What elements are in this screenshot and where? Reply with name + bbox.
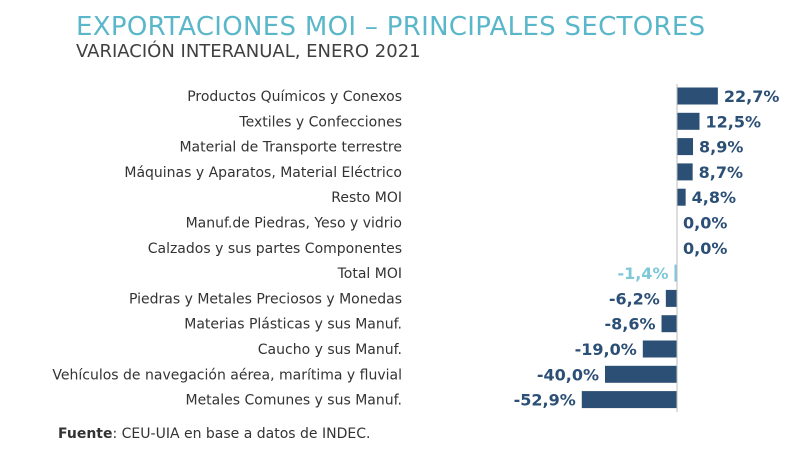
- chart-subtitle: VARIACIÓN INTERANUAL, ENERO 2021: [76, 41, 421, 62]
- value-label: 4,8%: [692, 188, 736, 207]
- value-label: 0,0%: [683, 214, 727, 233]
- category-label: Caucho y sus Manuf.: [258, 342, 402, 358]
- bar: [674, 264, 677, 282]
- bar: [677, 138, 694, 156]
- category-label: Máquinas y Aparatos, Material Eléctrico: [124, 165, 402, 181]
- category-label: Vehículos de navegación aérea, marítima …: [52, 367, 402, 383]
- category-label: Calzados y sus partes Componentes: [148, 241, 402, 257]
- value-label: 8,7%: [699, 163, 743, 182]
- value-label: 0,0%: [683, 239, 727, 258]
- bar: [581, 391, 677, 409]
- value-label: 8,9%: [699, 138, 743, 157]
- value-label: -1,4%: [617, 264, 668, 283]
- bar: [677, 188, 686, 206]
- category-label: Productos Químicos y Conexos: [187, 89, 402, 105]
- bar: [677, 112, 700, 130]
- value-label: 12,5%: [706, 112, 762, 131]
- bar: [665, 289, 677, 307]
- value-label: 22,7%: [724, 87, 780, 106]
- source-note: Fuente: CEU-UIA en base a datos de INDEC…: [58, 426, 370, 442]
- bar: [661, 315, 677, 333]
- category-label: Piedras y Metales Preciosos y Monedas: [129, 291, 402, 307]
- source-text: : CEU-UIA en base a datos de INDEC.: [112, 426, 371, 442]
- category-label: Materias Plásticas y sus Manuf.: [184, 317, 402, 333]
- category-label: Material de Transporte terrestre: [179, 140, 402, 156]
- bar: [677, 163, 693, 181]
- bar: [677, 87, 718, 105]
- value-label: -40,0%: [537, 365, 599, 384]
- category-label: Resto MOI: [331, 190, 402, 206]
- bar: [642, 340, 677, 358]
- source-label: Fuente: [58, 426, 113, 442]
- category-label: Textiles y Confecciones: [238, 114, 402, 130]
- value-label: -6,2%: [609, 289, 660, 308]
- value-label: -52,9%: [514, 391, 576, 410]
- category-label: Metales Comunes y sus Manuf.: [185, 393, 402, 409]
- value-label: -19,0%: [575, 340, 637, 359]
- category-label: Manuf.de Piedras, Yeso y vidrio: [186, 216, 402, 232]
- chart-title: EXPORTACIONES MOI – PRINCIPALES SECTORES: [76, 12, 706, 42]
- category-label: Total MOI: [337, 266, 402, 282]
- bar: [605, 365, 677, 383]
- value-label: -8,6%: [605, 315, 656, 334]
